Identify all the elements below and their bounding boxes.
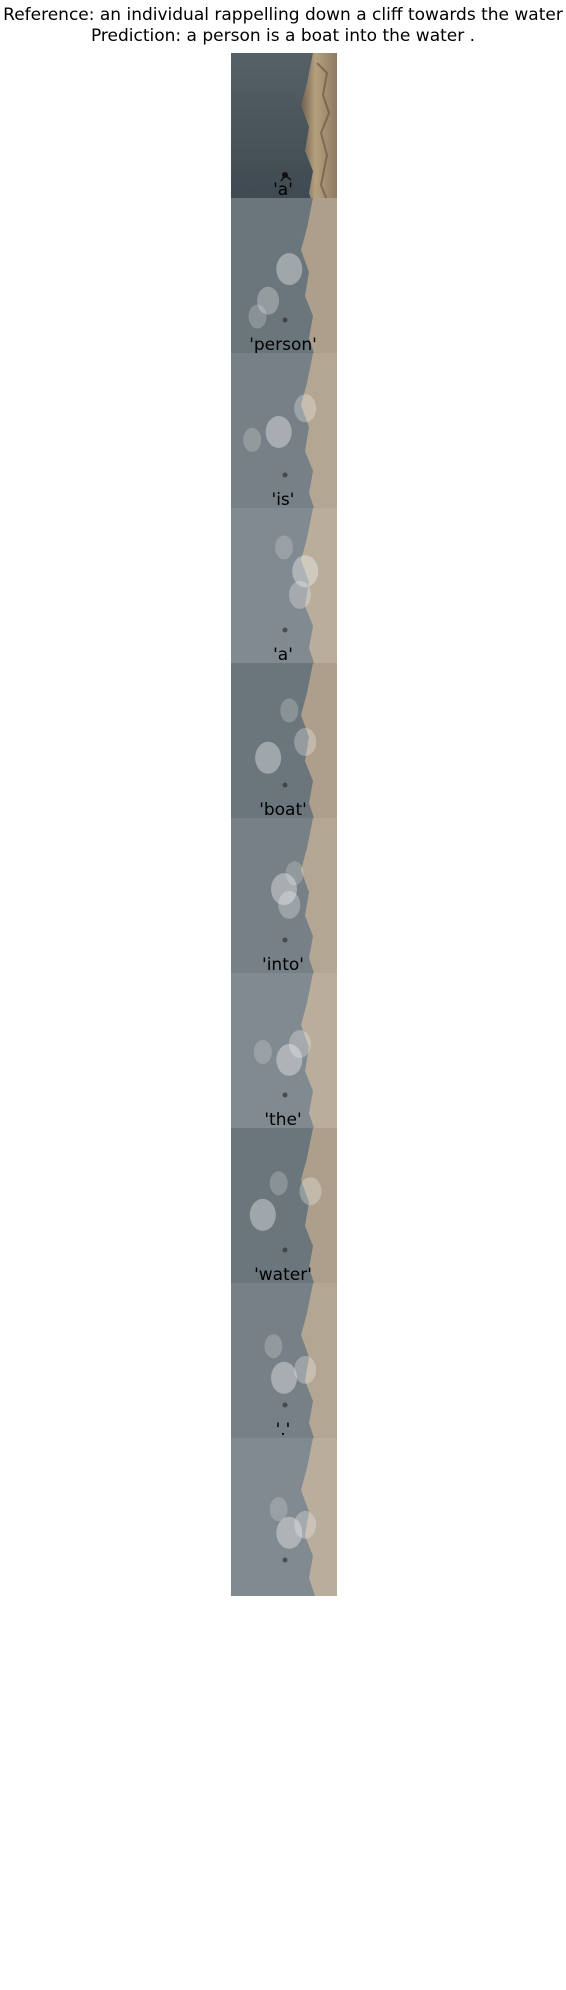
- attention-overlay: [231, 508, 337, 666]
- attention-heatmap-svg: [231, 973, 337, 1131]
- attention-blob: [285, 861, 304, 886]
- attention-cliff-shape: [301, 663, 337, 821]
- person-marker: [282, 1402, 288, 1408]
- attention-blob: [265, 416, 292, 448]
- attention-overlay: [231, 198, 337, 356]
- attention-cliff-shape: [301, 818, 337, 976]
- attention-blob: [294, 394, 317, 423]
- person-marker: [282, 472, 288, 478]
- reference-caption: Reference: an individual rappelling down…: [3, 5, 563, 25]
- attention-blob: [294, 1355, 317, 1384]
- attention-heatmap: [231, 353, 337, 511]
- attention-heatmap: [231, 1283, 337, 1441]
- attention-heatmap-svg: [231, 353, 337, 511]
- attention-heatmap: [231, 818, 337, 976]
- attention-heatmap-svg: [231, 508, 337, 666]
- attention-blob: [271, 873, 297, 906]
- attention-overlay: [231, 663, 337, 821]
- person-marker: [282, 1092, 288, 1098]
- attention-cliff-shape: [301, 198, 337, 356]
- attention-cliff-shape: [301, 1283, 337, 1441]
- attention-word-label: 'person': [249, 335, 317, 355]
- attention-word-label: 'a': [273, 180, 293, 200]
- attention-blob: [249, 1198, 276, 1231]
- attention-heatmap-svg: [231, 1283, 337, 1441]
- attention-heatmap-svg: [231, 818, 337, 976]
- attention-word-label: 'boat': [259, 800, 307, 820]
- cliff-photo-svg: [231, 53, 337, 211]
- attention-blob: [294, 1510, 317, 1539]
- attention-heatmap-svg: [231, 1128, 337, 1286]
- attention-blob: [299, 1177, 322, 1206]
- attention-overlay: [231, 1438, 337, 1596]
- attention-blob: [248, 304, 267, 329]
- attention-blob: [255, 741, 282, 774]
- attention-heatmap: [231, 1438, 337, 1596]
- attention-word-label: 'into': [262, 955, 304, 975]
- attention-overlay: [231, 818, 337, 976]
- attention-blob: [288, 1030, 311, 1059]
- attention-word-label: 'the': [264, 1110, 302, 1130]
- person-marker: [282, 317, 288, 323]
- attention-heatmap: [231, 508, 337, 666]
- attention-word-label: 'a': [273, 645, 293, 665]
- person-marker: [282, 937, 288, 943]
- attention-heatmap: [231, 973, 337, 1131]
- person-marker: [282, 1557, 288, 1563]
- attention-cliff-shape: [301, 508, 337, 666]
- attention-heatmap: [231, 198, 337, 356]
- person-marker: [282, 782, 288, 788]
- attention-blob: [269, 1171, 288, 1196]
- attention-blob: [278, 890, 301, 919]
- attention-overlay: [231, 1128, 337, 1286]
- attention-blob: [276, 253, 303, 286]
- attention-blob: [253, 1040, 272, 1064]
- attention-blob: [257, 286, 280, 315]
- person-marker: [282, 1247, 288, 1253]
- attention-cliff-shape: [301, 353, 337, 511]
- attention-blob: [280, 698, 299, 723]
- attention-heatmap-svg: [231, 663, 337, 821]
- attention-blob: [276, 1043, 303, 1076]
- attention-blob: [269, 1497, 288, 1522]
- attention-blob: [276, 1516, 303, 1549]
- attention-word-label: 'is': [271, 490, 295, 510]
- attention-blob: [275, 535, 293, 560]
- attention-cliff-shape: [301, 1128, 337, 1286]
- caption-header: Reference: an individual rappelling down…: [0, 5, 566, 47]
- attention-blob: [271, 1361, 297, 1394]
- attention-word-label: 'water': [254, 1265, 312, 1285]
- attention-blob: [292, 555, 319, 588]
- attention-overlay: [231, 353, 337, 511]
- attention-cliff-shape: [301, 1438, 337, 1596]
- prediction-caption: Prediction: a person is a boat into the …: [90, 26, 476, 46]
- person-marker: [282, 627, 288, 633]
- attention-overlay: [231, 1283, 337, 1441]
- attention-overlay: [231, 973, 337, 1131]
- attention-heatmap: [231, 1128, 337, 1286]
- attention-heatmap: [231, 663, 337, 821]
- attention-heatmap-svg: [231, 198, 337, 356]
- attention-cliff-shape: [301, 973, 337, 1131]
- attention-blob: [294, 728, 317, 756]
- attention-blob: [288, 580, 311, 609]
- attention-heatmap-svg: [231, 1438, 337, 1596]
- original-photo: [231, 53, 337, 211]
- attention-blob: [243, 427, 262, 452]
- attention-blob: [264, 1334, 283, 1359]
- attention-word-label: '.': [275, 1420, 291, 1440]
